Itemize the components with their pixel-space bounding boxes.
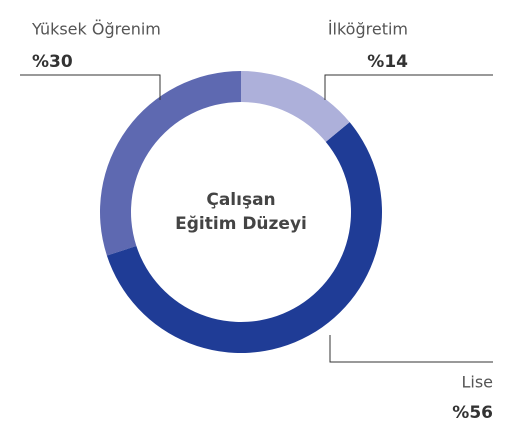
center-title: Eğitim Düzeyi [175, 214, 307, 234]
value-label: %30 [32, 52, 73, 72]
leader-lines [20, 74, 493, 363]
value-label: %56 [452, 403, 493, 423]
category-label: İlköğretim [328, 20, 408, 39]
leader-line [329, 335, 493, 363]
leader-line [324, 74, 493, 100]
donut-segment [241, 71, 350, 142]
value-label: %14 [367, 52, 408, 72]
category-label: Yüksek Öğrenim [31, 20, 161, 39]
category-label: Lise [461, 373, 493, 392]
center-title: Çalışan [206, 190, 275, 210]
donut-segment [106, 122, 382, 354]
leader-line [20, 74, 161, 100]
donut-segment [99, 71, 241, 256]
